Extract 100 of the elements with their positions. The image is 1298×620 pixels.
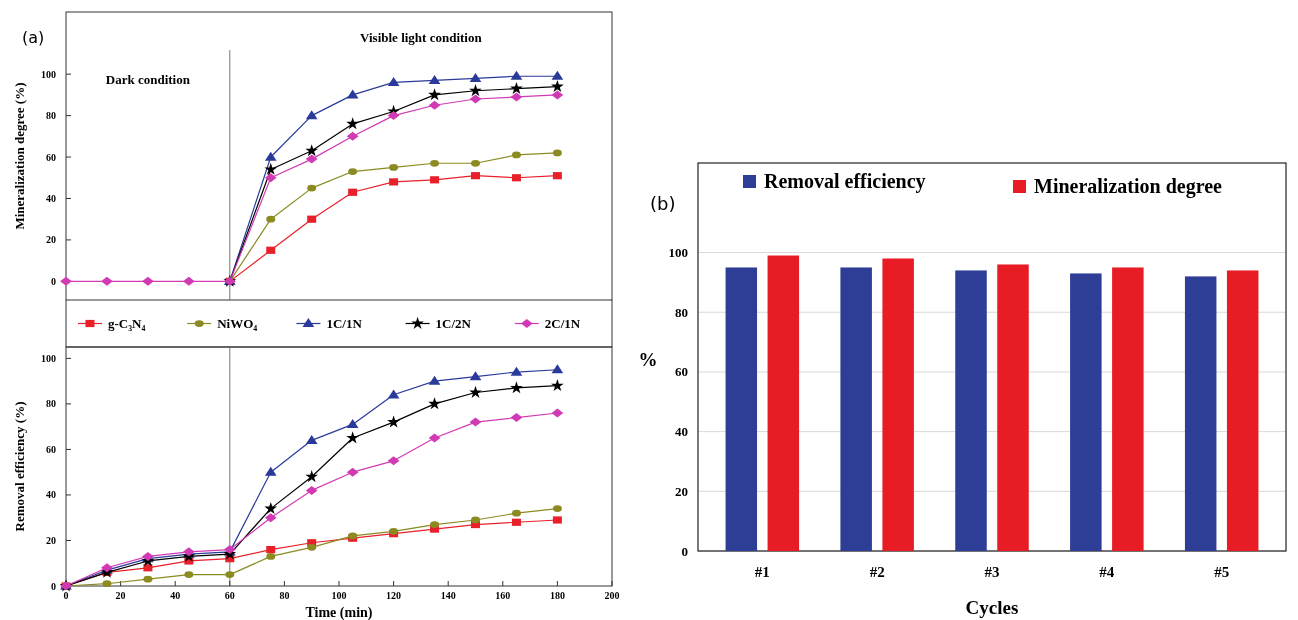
x-axis-title: Cycles: [965, 597, 1019, 618]
point: [551, 408, 564, 418]
point: [551, 70, 564, 80]
point: [184, 571, 194, 578]
y-axis-title: Removal efficiency (%): [12, 401, 27, 532]
point: [305, 485, 318, 495]
bar: [1226, 270, 1259, 551]
point: [469, 72, 482, 82]
point: [307, 184, 317, 192]
point: [511, 151, 521, 159]
point: [511, 174, 521, 182]
point: [387, 77, 400, 87]
point: [307, 543, 317, 551]
y-tick-label: 40: [46, 192, 56, 204]
point: [428, 433, 441, 443]
point: [551, 90, 564, 100]
point: [346, 467, 359, 477]
point: [266, 545, 276, 554]
point: [348, 188, 358, 196]
point: [428, 100, 441, 110]
x-tick-label: #3: [984, 564, 1000, 580]
point: [387, 111, 400, 121]
text: (a): [22, 28, 45, 47]
point: [305, 470, 319, 483]
point: [389, 178, 399, 186]
legend-label: 1C/1N: [326, 316, 363, 332]
point: [428, 397, 441, 410]
y-tick-label: 40: [675, 424, 688, 440]
point: [551, 379, 564, 392]
point: [430, 159, 440, 167]
x-tick-label: 80: [279, 590, 290, 601]
y-tick-label: 80: [46, 398, 56, 410]
point: [430, 176, 440, 184]
x-tick-label: 20: [115, 590, 126, 601]
x-tick-label: 200: [604, 590, 620, 601]
y-tick-label: 20: [46, 234, 56, 246]
x-tick-label: 160: [495, 590, 511, 601]
point: [266, 246, 276, 254]
point: [266, 553, 276, 560]
point: [510, 413, 523, 423]
point: [511, 509, 521, 517]
point: [225, 571, 235, 578]
point: [387, 389, 400, 399]
y-axis-title: %: [638, 348, 658, 370]
point: [101, 276, 113, 286]
x-tick-label: 40: [170, 590, 181, 601]
x-tick-label: 0: [63, 590, 69, 601]
y-tick-label: 100: [668, 245, 688, 261]
y-tick-label: 80: [46, 110, 56, 122]
point: [471, 159, 480, 167]
point: [305, 154, 318, 164]
x-tick-label: 100: [331, 590, 347, 601]
point: [305, 110, 318, 120]
point: [307, 215, 317, 223]
x-tick-label: #1: [754, 564, 770, 580]
point: [264, 173, 277, 183]
point: [264, 466, 277, 476]
point: [183, 276, 195, 286]
annotation: Visible light condition: [360, 30, 483, 45]
bar: [840, 267, 872, 551]
point: [348, 168, 358, 175]
point: [469, 417, 482, 427]
x-tick-label: 180: [549, 590, 565, 601]
point: [428, 375, 441, 385]
bar: [725, 267, 758, 551]
bar: [882, 258, 914, 551]
bar: [767, 255, 800, 551]
bar: [1070, 273, 1102, 551]
point: [142, 276, 154, 286]
x-axis-title: Time (min): [305, 605, 373, 620]
bar: [1112, 267, 1144, 551]
x-tick-label: #5: [1214, 564, 1230, 580]
y-tick-label: 20: [675, 483, 688, 499]
point: [143, 575, 153, 583]
point: [510, 81, 523, 95]
point: [264, 501, 278, 515]
legend-label: g-C₃N₄: [108, 316, 146, 332]
point: [387, 456, 400, 466]
text: (b): [650, 193, 676, 214]
bar: [1184, 276, 1217, 551]
point: [469, 94, 482, 104]
point: [552, 505, 562, 512]
legend-label: Mineralization degree: [1034, 175, 1223, 198]
point: [510, 92, 523, 102]
point: [346, 89, 359, 99]
y-tick-label: 60: [675, 364, 688, 380]
legend-label: 2C/1N: [544, 316, 581, 332]
y-tick-label: 0: [51, 275, 56, 287]
point: [264, 162, 278, 175]
point: [552, 516, 562, 524]
x-tick-label: 120: [386, 590, 402, 601]
point: [551, 364, 564, 374]
point: [428, 88, 441, 101]
point: [552, 149, 562, 157]
point: [471, 172, 480, 180]
x-tick-label: 140: [440, 590, 456, 601]
point: [510, 366, 523, 376]
legend-label: NiWO₄: [217, 316, 258, 332]
y-tick-label: 20: [46, 534, 56, 546]
point: [346, 131, 359, 141]
